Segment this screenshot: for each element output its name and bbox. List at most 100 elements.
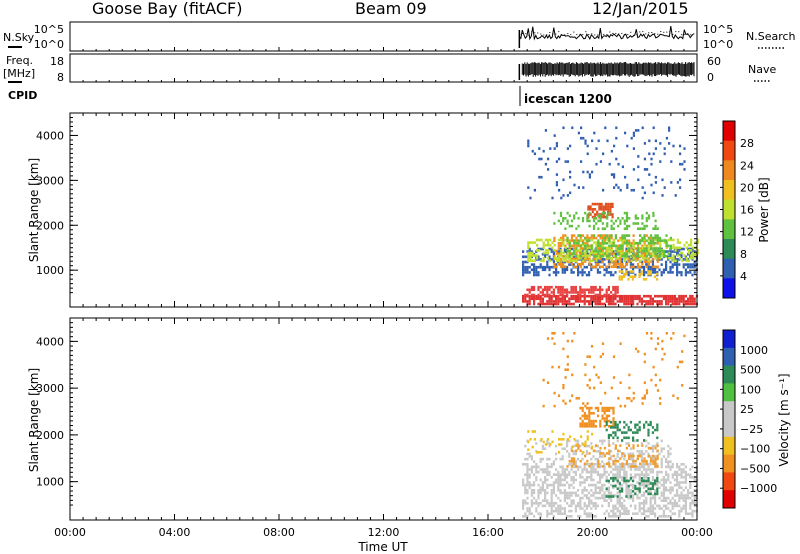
range-gate-cell <box>522 260 525 264</box>
range-gate-cell <box>574 288 577 292</box>
range-gate-cell <box>526 515 529 518</box>
range-gate-cell <box>645 444 648 448</box>
range-gate-cell <box>594 293 597 297</box>
x-tick-label: 16:00 <box>472 526 504 539</box>
range-gate-cell <box>654 444 657 448</box>
range-gate-cell <box>585 515 588 518</box>
range-gate-cell <box>555 494 558 497</box>
range-gate-cell <box>585 452 588 456</box>
range-gate-cell <box>584 236 587 240</box>
range-gate-cell <box>645 484 648 488</box>
range-gate-cell <box>638 468 641 471</box>
range-gate-cell <box>640 442 643 445</box>
range-gate-cell <box>665 234 668 237</box>
range-gate-cell <box>617 224 620 228</box>
range-gate-cell <box>583 494 586 497</box>
range-gate-cell <box>594 489 597 492</box>
range-gate-cell <box>656 465 659 468</box>
range-gate-cell <box>596 470 599 474</box>
range-gate-cell <box>546 509 549 513</box>
range-gate-cell <box>643 452 646 456</box>
range-gate-cell <box>645 496 648 500</box>
range-gate-cell <box>624 259 627 263</box>
y-tick-label: 1000 <box>36 264 64 277</box>
range-gate-cell <box>621 236 624 240</box>
range-gate-cell <box>671 476 674 479</box>
nsearch-point <box>657 33 659 35</box>
range-gate-cell <box>651 271 654 274</box>
range-gate-cell <box>586 438 589 441</box>
range-gate-cell <box>632 222 635 225</box>
range-gate-cell <box>592 291 595 294</box>
range-gate-cell <box>680 294 683 298</box>
range-gate-cell <box>630 259 633 263</box>
range-gate-cell <box>570 247 573 251</box>
range-gate-cell <box>603 258 606 261</box>
range-gate-cell <box>634 257 637 261</box>
range-gate-cell <box>526 268 529 272</box>
range-gate-cell <box>667 460 670 463</box>
range-gate-cell <box>544 494 547 497</box>
range-gate-cell <box>584 247 587 250</box>
range-gate-cell <box>522 502 525 505</box>
range-gate-cell <box>594 463 597 466</box>
range-gate-cell <box>643 463 646 466</box>
range-gate-cell <box>614 477 617 480</box>
range-gate-cell <box>559 242 563 245</box>
range-gate-cell <box>636 496 639 500</box>
range-gate-cell <box>607 479 610 483</box>
range-gate-cell <box>608 241 611 244</box>
range-gate-cell <box>607 208 610 211</box>
range-gate-cell <box>607 489 610 492</box>
range-gate-cell <box>662 509 665 513</box>
range-gate-cell <box>610 450 613 453</box>
range-gate-cell <box>627 509 630 513</box>
range-gate-cell <box>602 205 605 208</box>
range-gate-cell <box>603 470 606 474</box>
range-gate-cell <box>562 399 565 403</box>
range-gate-cell <box>605 487 608 490</box>
range-gate-cell <box>617 449 620 453</box>
range-gate-cell <box>568 239 571 242</box>
range-gate-cell <box>573 259 576 263</box>
range-gate-cell <box>625 260 628 264</box>
range-gate-cell <box>574 294 577 298</box>
range-gate-cell <box>615 183 618 187</box>
range-gate-cell <box>584 363 587 366</box>
range-gate-cell <box>566 265 569 269</box>
range-gate-cell <box>601 227 604 230</box>
range-gate-cell <box>663 147 666 150</box>
range-gate-cell <box>607 210 610 214</box>
range-gate-cell <box>665 481 668 484</box>
range-gate-cell <box>636 431 639 434</box>
range-gate-cell <box>684 496 687 500</box>
range-gate-cell <box>634 504 637 508</box>
range-gate-cell <box>660 515 663 518</box>
range-gate-cell <box>548 457 551 461</box>
range-gate-cell <box>638 300 641 303</box>
range-gate-cell <box>671 512 674 515</box>
range-gate-cell <box>544 470 547 474</box>
range-gate-cell <box>625 211 629 215</box>
range-gate-cell <box>684 302 687 306</box>
range-gate-cell <box>685 256 688 260</box>
range-gate-cell <box>574 509 577 513</box>
range-gate-cell <box>625 473 628 476</box>
range-gate-cell <box>663 255 666 258</box>
range-gate-cell <box>607 515 610 518</box>
range-gate-cell <box>648 246 651 250</box>
range-gate-cell <box>541 444 544 448</box>
range-gate-cell <box>547 238 550 242</box>
range-gate-cell <box>550 258 553 261</box>
range-gate-cell <box>632 446 635 450</box>
range-gate-cell <box>590 502 593 505</box>
range-gate-cell <box>601 452 604 455</box>
range-gate-cell <box>641 252 644 255</box>
range-gate-cell <box>605 271 608 274</box>
range-gate-cell <box>636 265 640 269</box>
range-gate-cell <box>541 265 544 269</box>
range-gate-cell <box>577 297 580 301</box>
range-gate-cell <box>628 457 631 460</box>
range-gate-cell <box>643 273 646 277</box>
range-gate-cell <box>570 294 573 298</box>
